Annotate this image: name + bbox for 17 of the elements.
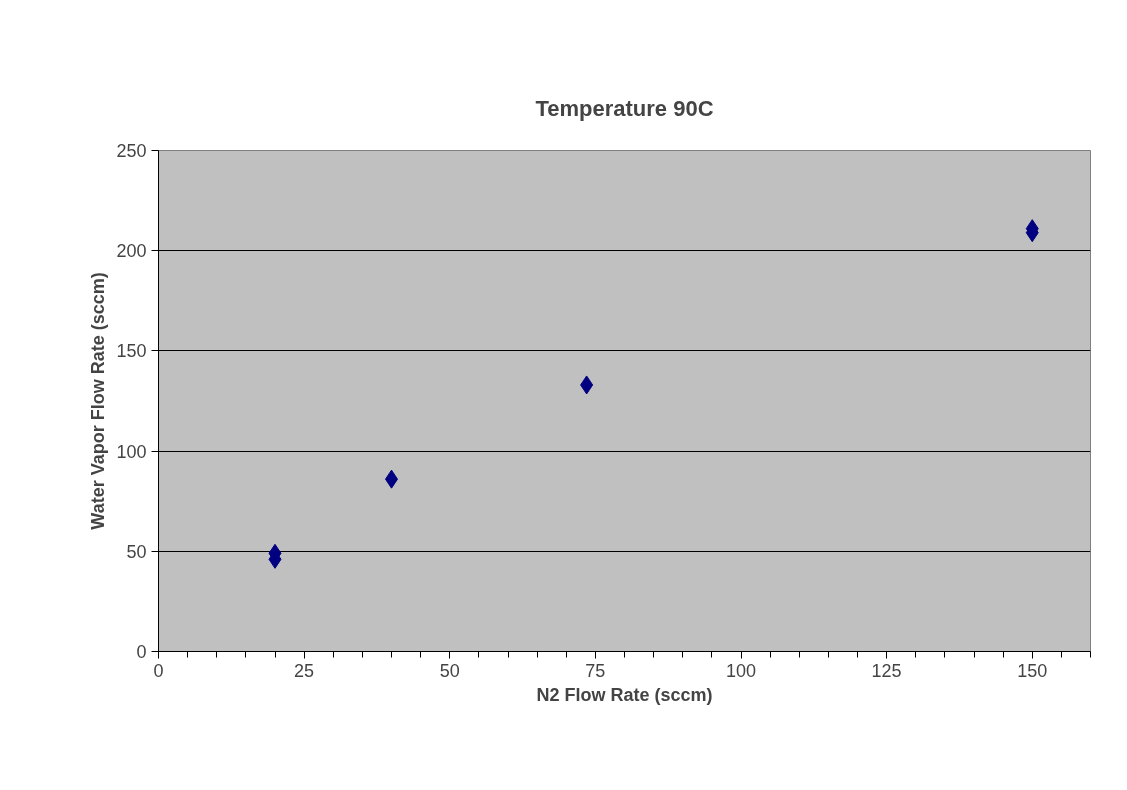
x-tick-label: 50 bbox=[439, 660, 460, 681]
y-tick-label: 50 bbox=[126, 541, 147, 562]
y-tick-label: 100 bbox=[116, 441, 147, 462]
x-tick-label: 75 bbox=[585, 660, 606, 681]
chart-title: Temperature 90C bbox=[535, 95, 714, 121]
x-tick-label: 150 bbox=[1017, 660, 1048, 681]
point bbox=[580, 375, 594, 395]
y-tick-label: 200 bbox=[116, 241, 147, 262]
x-tick-label: 25 bbox=[294, 660, 315, 681]
y-tick-label: 0 bbox=[136, 642, 147, 662]
y-tick-label: 150 bbox=[116, 341, 147, 362]
y-tick-label: 250 bbox=[116, 141, 147, 161]
y-axis-title: Water Vapor Flow Rate (sccm) bbox=[88, 272, 109, 530]
x-tick-label: 125 bbox=[871, 660, 902, 681]
x-axis-title: N2 Flow Rate (sccm) bbox=[536, 684, 713, 705]
x-tick-label: 100 bbox=[725, 660, 757, 681]
x-tick-label: 0 bbox=[153, 660, 164, 681]
